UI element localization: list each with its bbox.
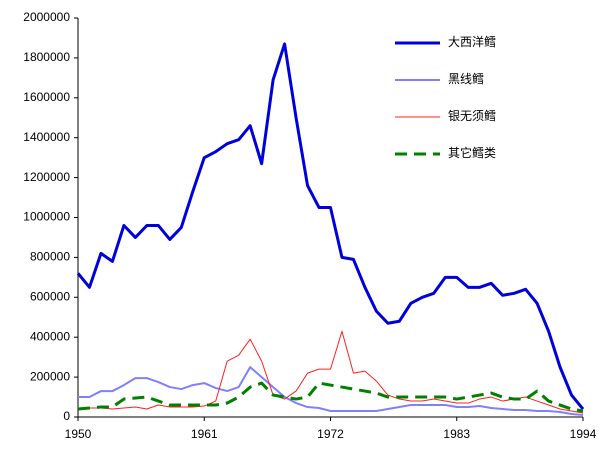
y-tick-label: 1000000 <box>23 210 70 224</box>
y-tick-label: 600000 <box>30 289 70 303</box>
x-tick-label: 1950 <box>65 427 92 441</box>
legend-label: 黑线鳕 <box>448 72 484 86</box>
y-tick-label: 800000 <box>30 250 70 264</box>
series-line <box>76 42 585 410</box>
legend-label: 其它鳕类 <box>448 145 496 160</box>
x-tick-label: 1994 <box>570 427 597 441</box>
series-line <box>77 381 584 413</box>
y-tick-label: 400000 <box>30 329 70 343</box>
y-tick-label: 1200000 <box>23 170 70 184</box>
legend-label: 银无须鳕 <box>448 109 496 123</box>
x-tick-label: 1983 <box>443 427 470 441</box>
y-tick-label: 1600000 <box>23 90 70 104</box>
x-tick-label: 1972 <box>317 427 344 441</box>
series-line <box>78 366 584 417</box>
series-line <box>77 330 584 414</box>
y-tick-label: 2000000 <box>23 10 70 24</box>
y-tick-label: 1800000 <box>23 50 70 64</box>
x-tick-label: 1961 <box>191 427 218 441</box>
y-tick-label: 1400000 <box>23 130 70 144</box>
y-tick-label: 0 <box>63 409 70 423</box>
y-tick-label: 200000 <box>30 369 70 383</box>
legend-label: 大西洋鳕 <box>448 34 496 49</box>
